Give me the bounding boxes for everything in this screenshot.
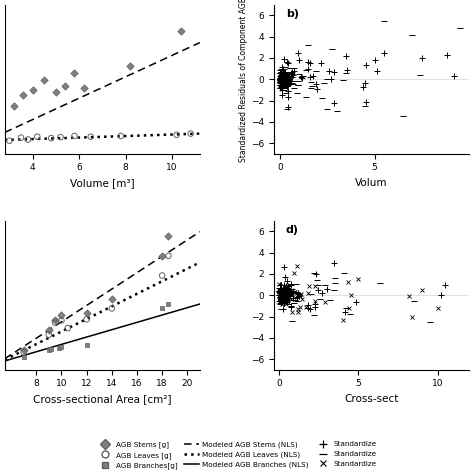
Point [71,70,78,77]
Point [64,324,72,332]
Point [83,341,91,348]
Point [187,130,194,137]
Point [178,27,185,35]
Point [29,86,36,94]
Point [164,232,172,240]
Point [83,309,91,317]
Point [24,136,32,143]
Point [164,300,172,308]
Point [58,344,65,351]
X-axis label: Volume [m³]: Volume [m³] [70,178,135,188]
Point [45,346,53,354]
Point [108,295,116,302]
Point [83,316,91,323]
Point [6,137,13,145]
Point [52,89,60,96]
Point [51,317,59,324]
Point [158,252,166,260]
Point [127,63,134,70]
Point [71,132,78,140]
X-axis label: Volum: Volum [356,178,388,188]
Point [45,327,53,334]
Point [58,311,65,319]
Point [55,344,63,352]
Point [40,77,48,84]
Point [47,134,55,142]
Point [58,317,65,324]
Point [61,82,69,90]
Point [10,103,18,110]
Point [80,84,88,91]
Text: b): b) [286,9,299,19]
Legend: AGB Stems [g], AGB Leaves [g], AGB Branches[g], Modeled AGB Stems (NLS), Modeled: AGB Stems [g], AGB Leaves [g], AGB Branc… [96,440,378,470]
Point [47,345,55,353]
Point [45,331,53,338]
Point [158,305,166,312]
Point [158,272,166,279]
Point [20,348,27,356]
Point [20,346,27,354]
Point [19,91,27,99]
Point [117,132,125,140]
Point [20,353,27,361]
Point [57,133,64,141]
X-axis label: Cross-sect: Cross-sect [345,394,399,404]
Point [51,319,59,327]
Y-axis label: Standardized Residuals of Component AGB: Standardized Residuals of Component AGB [239,0,248,162]
Text: d): d) [286,225,299,235]
Point [34,133,41,140]
Point [164,252,172,260]
Point [87,133,94,140]
X-axis label: Cross-sectional Area [cm²]: Cross-sectional Area [cm²] [33,394,172,404]
Point [173,131,181,138]
Point [17,134,25,141]
Point [108,305,116,312]
